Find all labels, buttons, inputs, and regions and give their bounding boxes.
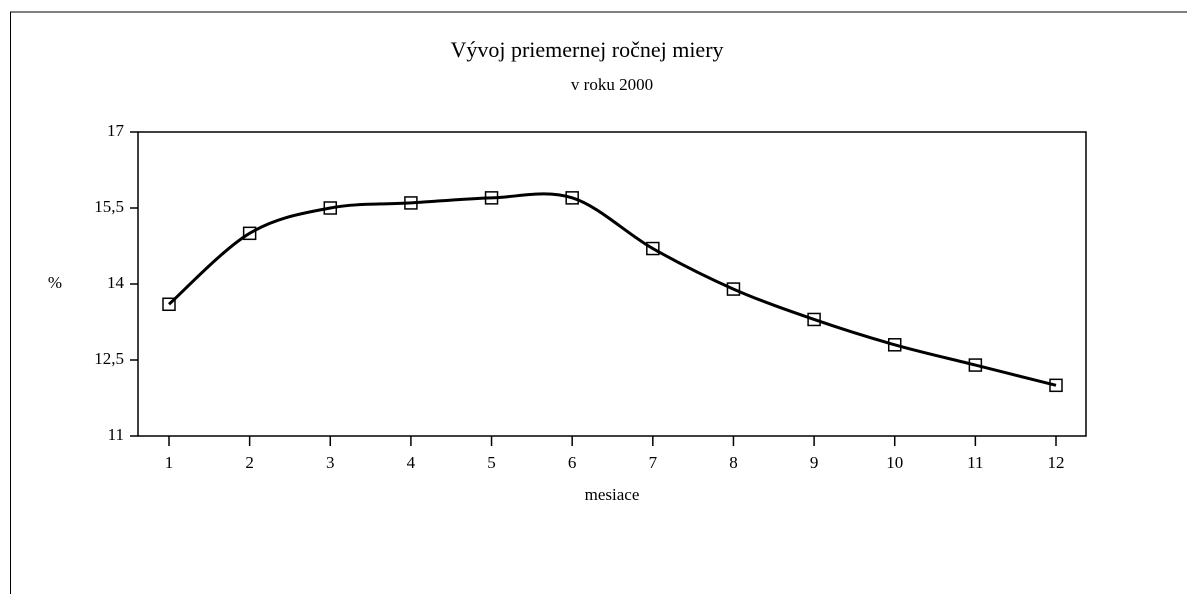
marker [726,282,741,296]
x-tick-label: 5 [487,453,496,472]
marker [323,201,338,215]
marker [484,191,499,205]
line [168,192,1057,387]
y-tick-label: 14 [107,273,125,292]
chart-title: Vývoj priemernej ročnej miery [450,37,723,62]
marker [162,297,176,312]
y-tick-label: 11 [108,425,124,444]
y-tick-label: 12,5 [94,349,124,368]
x-tick-label: 8 [729,453,738,472]
chart-subtitle: v roku 2000 [571,75,653,94]
x-tick-label: 1 [165,453,174,472]
marker [807,312,821,327]
x-tick-label: 10 [886,453,903,472]
marker [565,191,579,205]
x-tick-label: 11 [967,453,983,472]
y-tick-label: 15,5 [94,197,124,216]
x-tick-label: 9 [810,453,819,472]
y-axis-label: % [48,273,62,292]
x-tick-label: 3 [326,453,335,472]
x-tick-label: 7 [649,453,658,472]
y-tick-label: 17 [107,121,125,140]
marker [968,358,983,372]
marker [646,241,660,256]
marker [1049,378,1063,393]
marker [887,338,902,352]
marker [404,196,418,210]
x-tick-label: 4 [407,453,416,472]
x-tick-label: 2 [245,453,254,472]
x-axis-label: mesiace [585,485,640,504]
plot-area [137,131,1087,437]
x-tick-label: 12 [1048,453,1065,472]
marker [242,226,257,241]
x-tick-label: 6 [568,453,577,472]
